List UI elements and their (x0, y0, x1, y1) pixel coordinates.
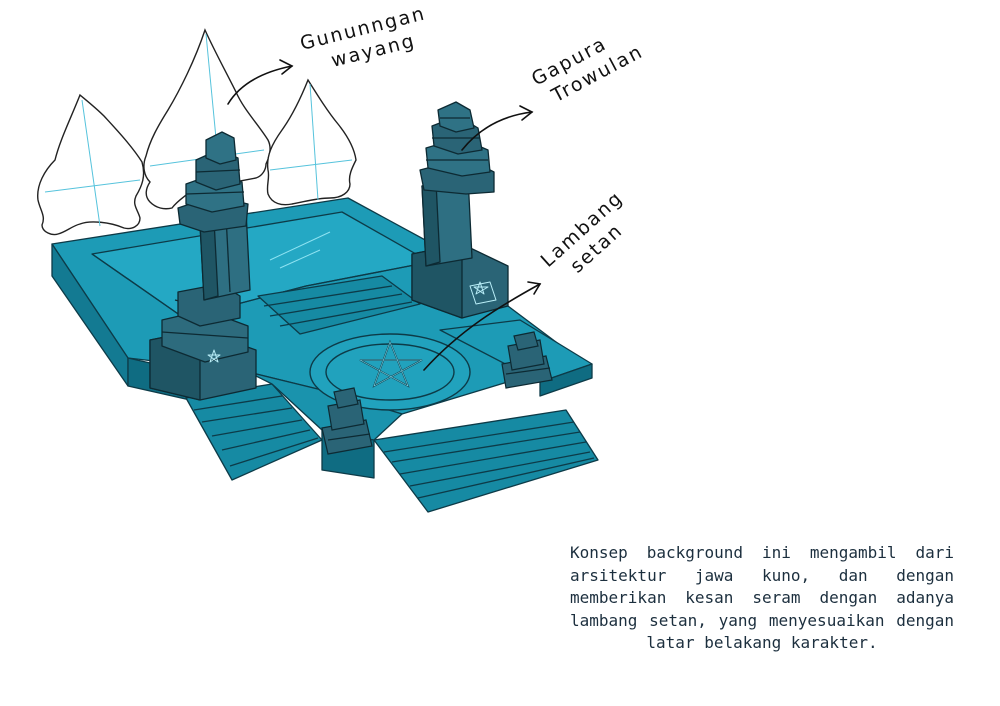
concept-description: Konsep background ini mengambil dari ars… (570, 543, 954, 652)
gunungan-left (37, 93, 145, 236)
gapura-right (411, 101, 509, 319)
small-statue-right (501, 331, 553, 389)
label-gunungan-wayang: Gununngan wayang (298, 0, 442, 78)
annotation-arrows (227, 59, 542, 371)
label-gapura-trowulan: Gapura Trowulan (528, 19, 647, 111)
gunungan-right (266, 78, 357, 206)
label-lambang-setan: Lambang setan (537, 181, 650, 289)
gapura-left (149, 131, 257, 401)
devil-symbol (309, 333, 471, 411)
small-statue-center (321, 387, 373, 455)
